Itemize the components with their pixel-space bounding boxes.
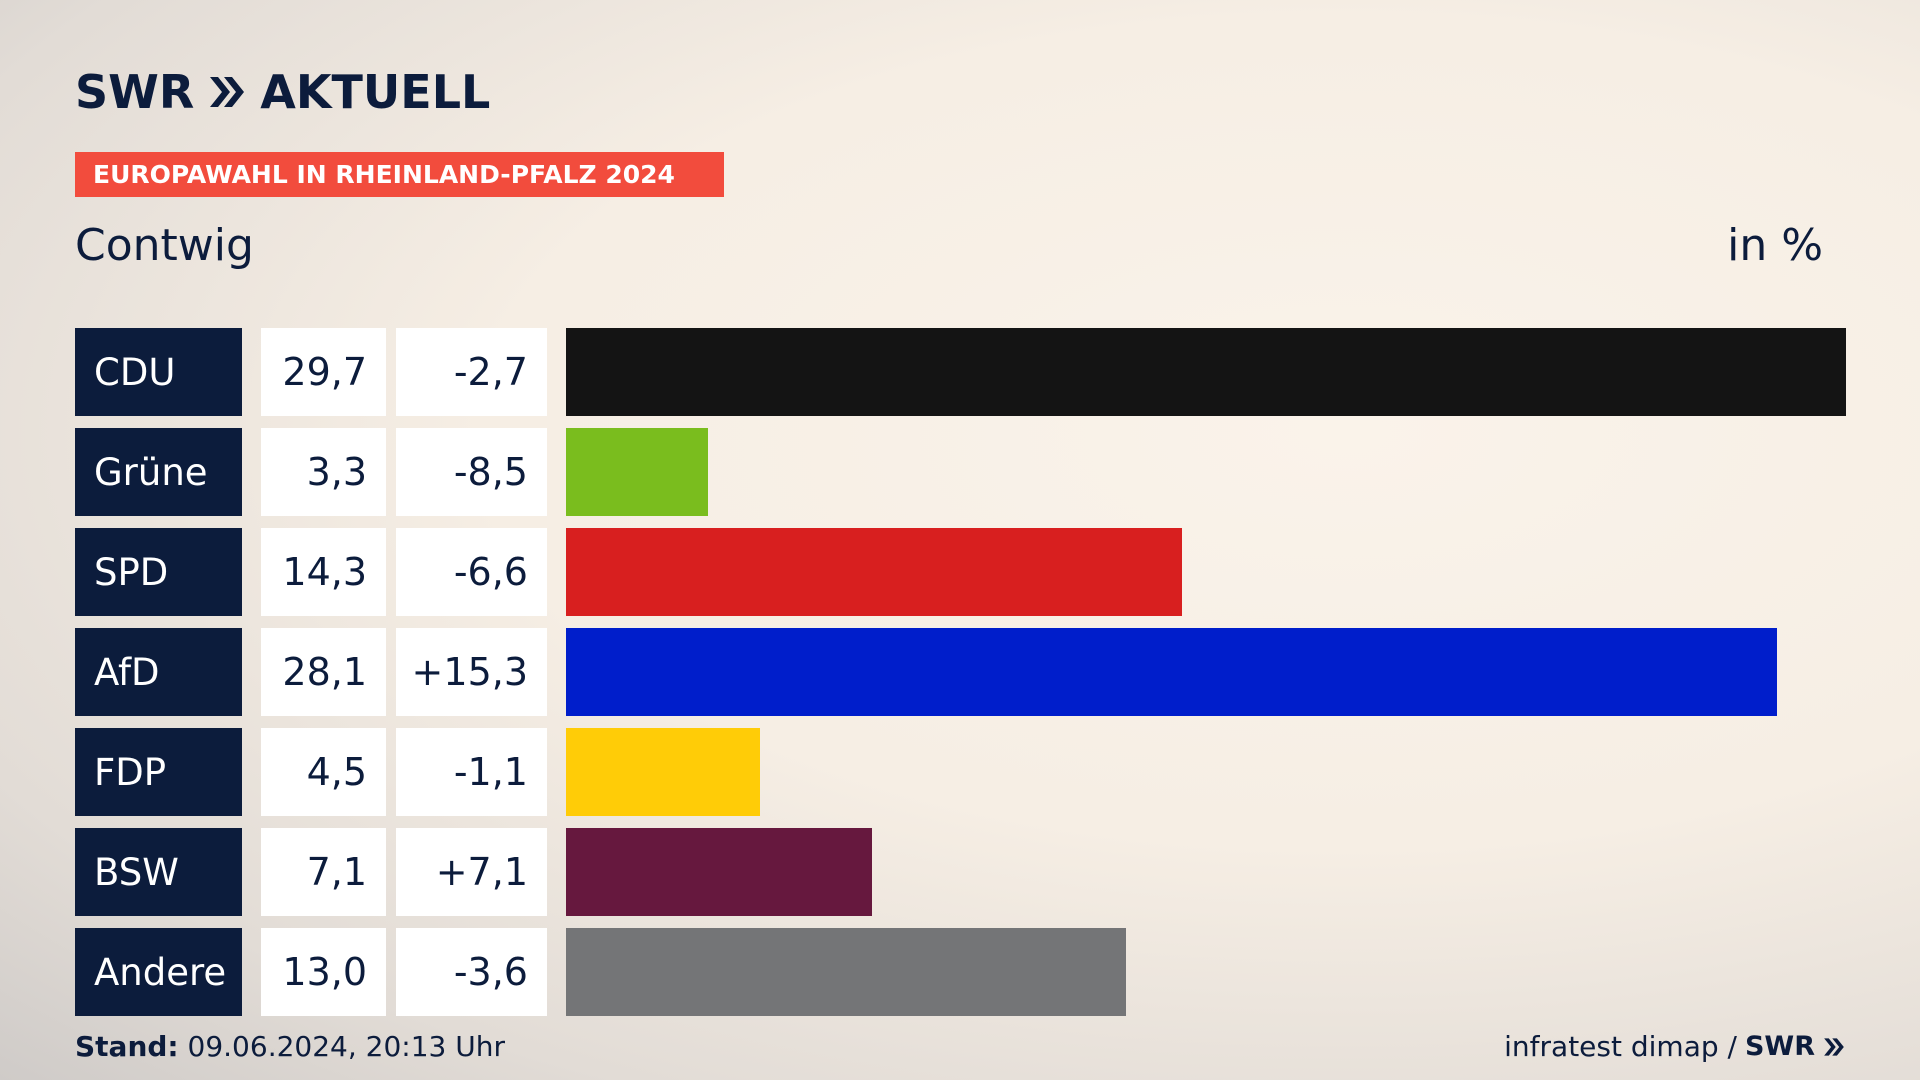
double-chevron-icon [210,77,245,107]
stand-label: Stand: [75,1030,179,1063]
vote-share-label: 4,5 [261,728,386,816]
vote-share-label: 7,1 [261,828,386,916]
election-tag: EUROPAWAHL IN RHEINLAND-PFALZ 2024 [75,152,724,197]
logo-aktuell-text: AKTUELL [260,65,491,119]
party-label: SPD [75,528,242,616]
footer-chevron-icon [1824,1037,1844,1056]
logo-swr-text: SWR [75,65,195,119]
party-label: AfD [75,628,242,716]
result-row: Grüne 3,3 -8,5 [75,428,1847,516]
party-label: Grüne [75,428,242,516]
result-row: FDP 4,5 -1,1 [75,728,1847,816]
timestamp: Stand: 09.06.2024, 20:13 Uhr [75,1030,505,1063]
change-label: -6,6 [396,528,547,616]
unit-label: in % [1727,220,1823,271]
change-label: +7,1 [396,828,547,916]
party-label: FDP [75,728,242,816]
result-row: BSW 7,1 +7,1 [75,828,1847,916]
swr-aktuell-logo: SWR AKTUELL [75,62,490,122]
party-label: CDU [75,328,242,416]
party-label: Andere [75,928,242,1016]
vote-share-label: 29,7 [261,328,386,416]
source-credit: infratest dimap / SWR [1504,1030,1845,1063]
vote-share-label: 28,1 [261,628,386,716]
stand-value: 09.06.2024, 20:13 Uhr [187,1030,505,1063]
vote-share-label: 14,3 [261,528,386,616]
result-bar [566,728,760,816]
party-label: BSW [75,828,242,916]
result-row: CDU 29,7 -2,7 [75,328,1847,416]
source-text: infratest dimap / [1504,1030,1737,1063]
change-label: -2,7 [396,328,547,416]
result-bar [566,828,872,916]
region-title: Contwig [75,220,254,271]
result-bar [566,328,1846,416]
footer-swr-logo: SWR [1744,1031,1815,1062]
change-label: -3,6 [396,928,547,1016]
result-bar [566,928,1127,1016]
change-label: -1,1 [396,728,547,816]
result-row: SPD 14,3 -6,6 [75,528,1847,616]
result-bar [566,628,1778,716]
vote-share-label: 3,3 [261,428,386,516]
change-label: -8,5 [396,428,547,516]
result-bar [566,528,1183,616]
result-bar [566,428,709,516]
change-label: +15,3 [396,628,547,716]
result-row: AfD 28,1 +15,3 [75,628,1847,716]
vote-share-label: 13,0 [261,928,386,1016]
result-row: Andere 13,0 -3,6 [75,928,1847,1016]
